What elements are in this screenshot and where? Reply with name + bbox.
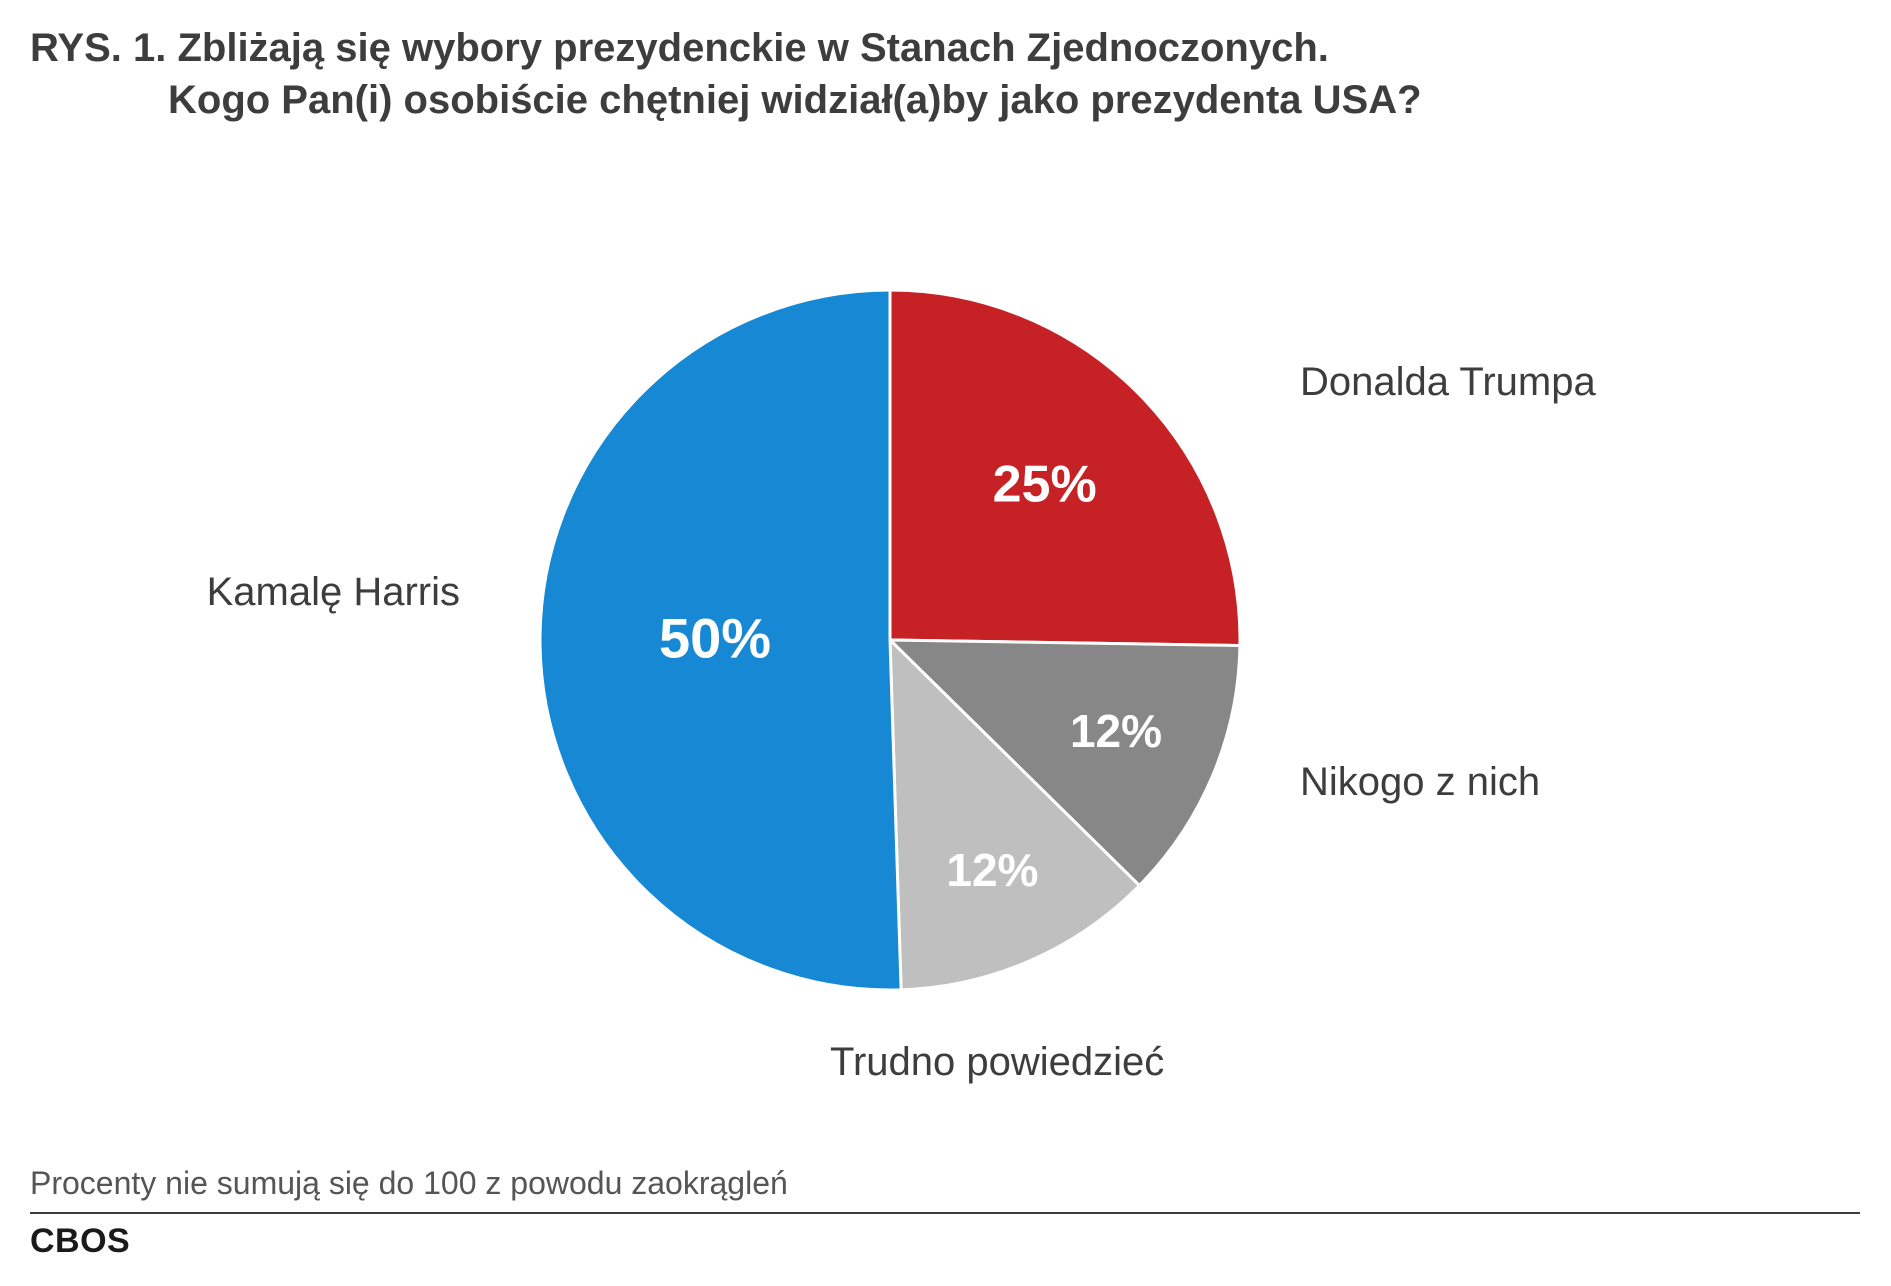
pie-slice-value: 12% [946,844,1038,896]
pie-slice-label: Donalda Trumpa [1300,360,1596,405]
pie-slice-value: 25% [993,456,1097,514]
figure-page: RYS. 1. Zbliżają się wybory prezydenckie… [0,0,1891,1286]
pie-slice-value: 12% [1070,705,1162,757]
footer-rule [30,1212,1860,1214]
pie-slice-label: Nikogo z nich [1300,760,1540,805]
pie-slice-label: Kamalę Harris [207,570,460,615]
footnote: Procenty nie sumują się do 100 z powodu … [30,1165,788,1202]
figure-title-line1: RYS. 1. Zbliżają się wybory prezydenckie… [30,22,1422,74]
source-label: CBOS [30,1222,130,1261]
figure-title-line2: Kogo Pan(i) osobiście chętniej widział(a… [30,74,1422,126]
figure-title: RYS. 1. Zbliżają się wybory prezydenckie… [30,22,1422,126]
pie-slice-label: Trudno powiedzieć [830,1040,1164,1085]
pie-chart: 25% 12% 12% 50% [530,280,1250,1000]
pie-slice-value: 50% [659,607,771,670]
pie-chart-svg: 25% 12% 12% 50% [530,280,1250,1000]
